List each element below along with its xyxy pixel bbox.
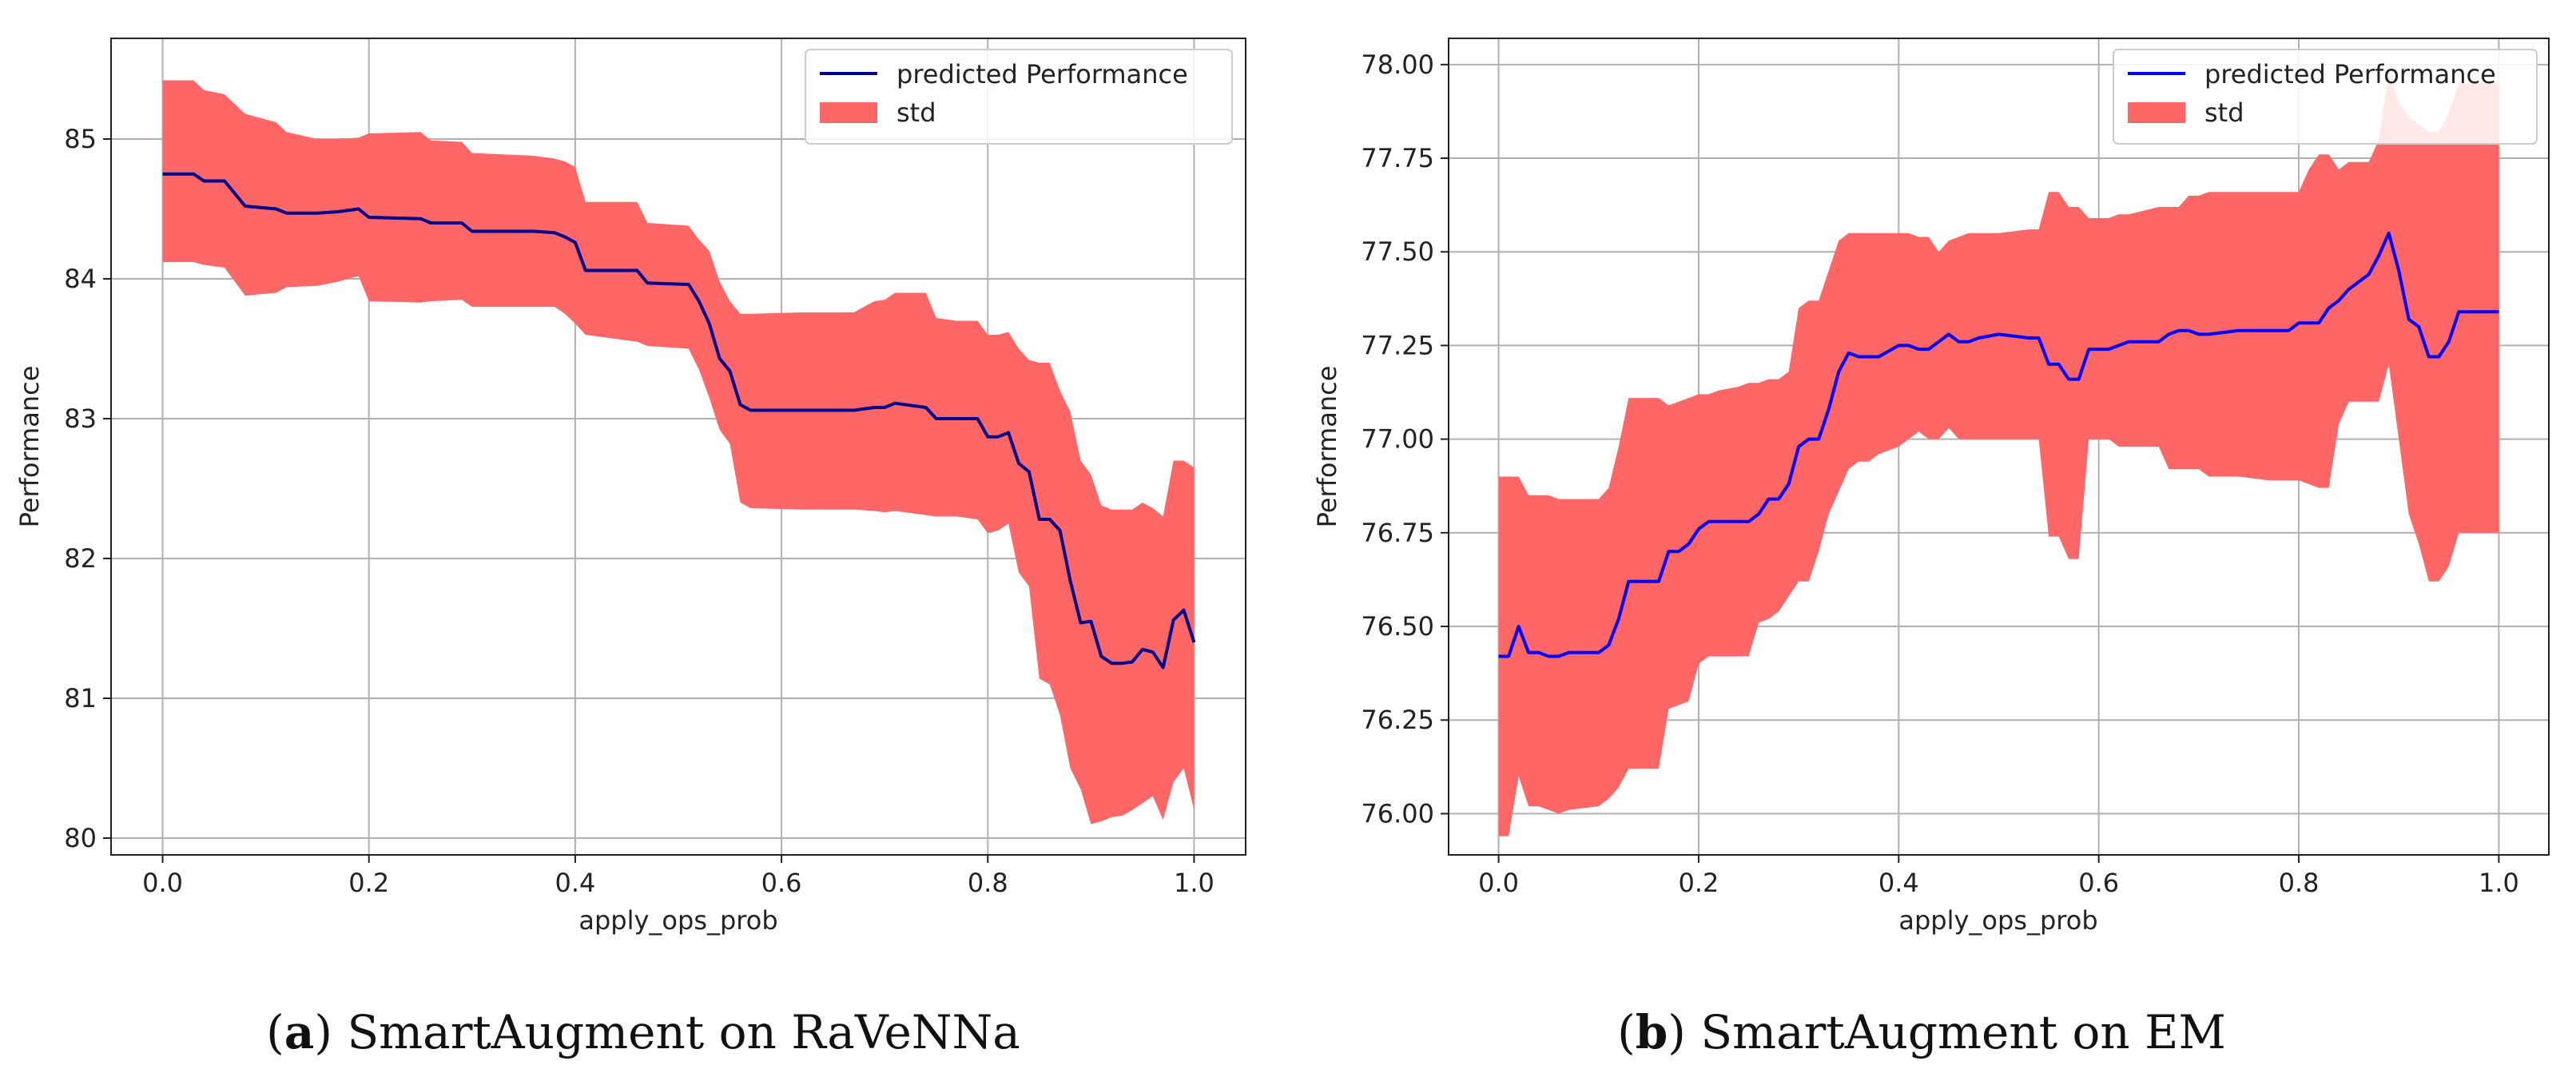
- legend-label-std-b: std: [2204, 97, 2244, 128]
- legend-band-swatch-a: [820, 102, 877, 123]
- x-tick-label: 0.2: [1679, 868, 1719, 898]
- y-tick-label: 76.00: [1361, 798, 1434, 829]
- plot-frame-a: [110, 38, 1246, 856]
- y-tick-label: 76.75: [1361, 518, 1434, 548]
- x-tick-label: 0.6: [761, 868, 802, 898]
- y-tick-label: 77.75: [1361, 143, 1434, 173]
- caption-letter-a: a: [284, 1005, 315, 1059]
- x-axis-ticks-b: 0.0 0.2 0.4 0.6 0.8 1.0: [1478, 855, 2519, 898]
- y-tick-label: 78.00: [1361, 50, 1434, 80]
- y-tick-label: 81: [64, 683, 97, 713]
- legend-label-std-a: std: [896, 97, 936, 128]
- std-band-b: [1498, 72, 2499, 837]
- caption-b: (b) SmartAugment on EM: [1617, 1005, 2226, 1059]
- predicted-performance-line-a: [162, 172, 1196, 670]
- y-tick-label: 82: [64, 543, 97, 574]
- x-tick-label: 0.0: [142, 868, 183, 898]
- legend-box-a: [805, 49, 1233, 145]
- x-axis-label-a: apply_ops_prob: [578, 905, 777, 936]
- plot-frame-b: [1448, 38, 2550, 856]
- caption-text-b: SmartAugment on EM: [1700, 1005, 2226, 1059]
- y-tick-label: 77.00: [1361, 424, 1434, 455]
- predicted-performance-line-b: [1498, 231, 2499, 658]
- legend-label-predicted-a: predicted Performance: [896, 59, 1188, 89]
- y-tick-label: 76.25: [1361, 705, 1434, 735]
- caption-letter-b: b: [1636, 1005, 1668, 1059]
- legend-band-swatch-b: [2128, 102, 2185, 123]
- y-tick-label: 76.50: [1361, 611, 1434, 642]
- x-tick-label: 0.4: [1878, 868, 1919, 898]
- x-tick-label: 0.8: [968, 868, 1008, 898]
- x-tick-label: 0.0: [1478, 868, 1519, 898]
- caption-text-a: SmartAugment on RaVeNNa: [347, 1005, 1020, 1059]
- x-tick-label: 0.8: [2279, 868, 2320, 898]
- chart-panel-b: 0.0 0.2 0.4 0.6 0.8 1.0 76.0076.2576.5076.757…: [1312, 38, 2550, 1059]
- y-axis-ticks-a: 80 81 82 83 84 85: [64, 124, 111, 853]
- x-tick-label: 1.0: [2479, 868, 2519, 898]
- y-axis-label-b: Performance: [1312, 366, 1342, 528]
- y-tick-label: 83: [64, 403, 97, 434]
- legend-a: predicted Performance std: [805, 49, 1233, 145]
- y-tick-label: 77.50: [1361, 236, 1434, 267]
- legend-box-b: [2113, 49, 2538, 145]
- caption-a: (a) SmartAugment on RaVeNNa: [266, 1005, 1020, 1059]
- legend-b: predicted Performance std: [2113, 49, 2538, 145]
- chart-panel-a: 0.0 0.2 0.4 0.6 0.8 1.0 80 81 82 83 84 85 apply_op…: [14, 38, 1246, 1059]
- x-tick-label: 0.2: [348, 868, 389, 898]
- x-tick-label: 0.6: [2078, 868, 2119, 898]
- y-tick-label: 80: [64, 823, 97, 853]
- y-axis-label-a: Performance: [14, 366, 45, 528]
- x-axis-ticks-a: 0.0 0.2 0.4 0.6 0.8 1.0: [142, 855, 1214, 898]
- x-tick-label: 1.0: [1174, 868, 1214, 898]
- y-tick-label: 85: [64, 124, 97, 154]
- y-axis-ticks-b: 76.00 76.25 76.50 76.75 77.00 77.25 77.50 77.75…: [1361, 50, 1449, 829]
- legend-label-predicted-b: predicted Performance: [2204, 59, 2496, 89]
- y-tick-label: 84: [64, 264, 97, 294]
- x-axis-label-b: apply_ops_prob: [1898, 905, 2097, 936]
- y-tick-label: 77.25: [1361, 330, 1434, 360]
- x-tick-label: 0.4: [555, 868, 595, 898]
- std-band-a: [162, 80, 1195, 825]
